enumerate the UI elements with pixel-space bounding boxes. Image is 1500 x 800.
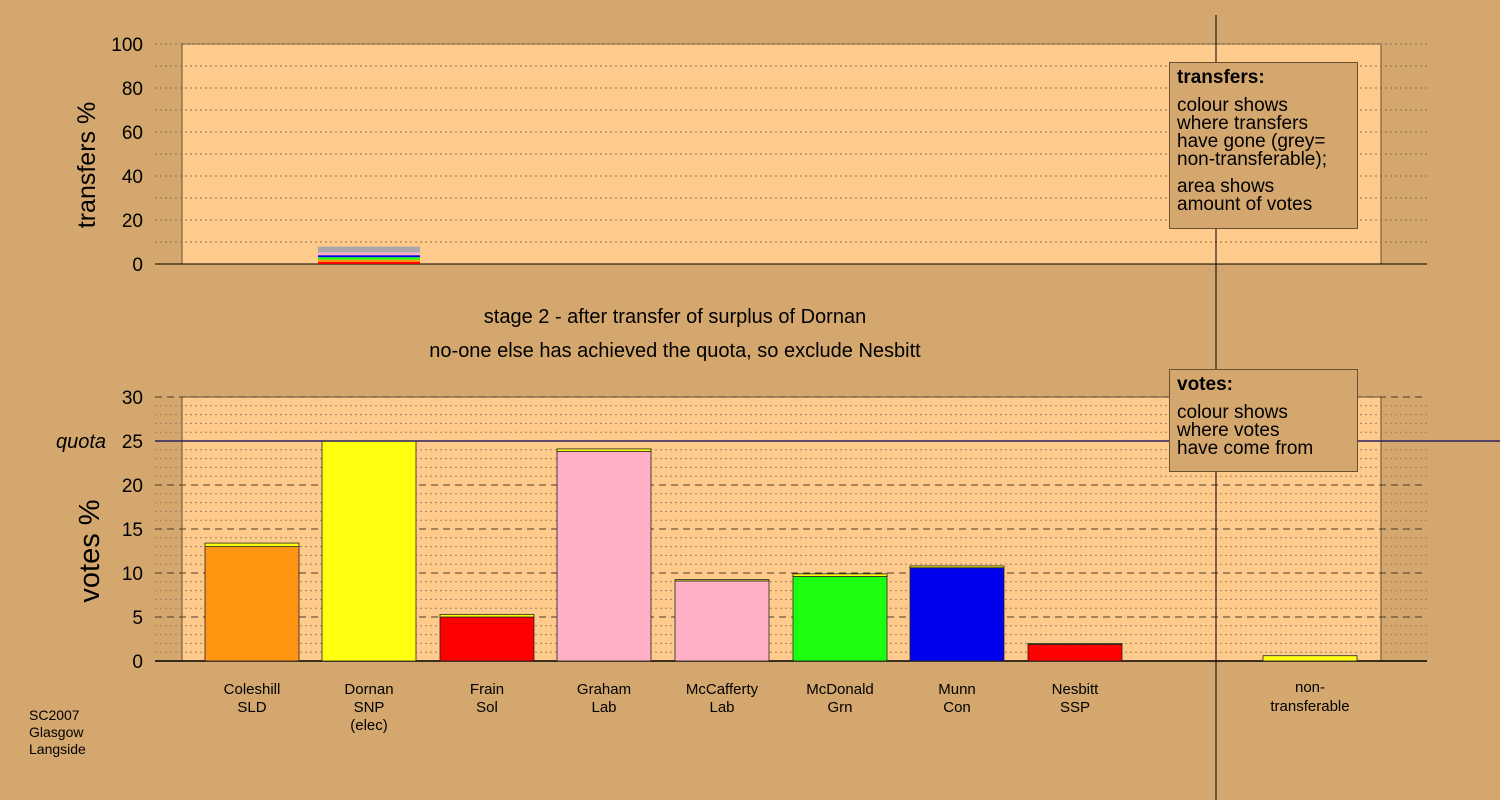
vote-bar [792, 576, 888, 662]
non-transferable-label: non- [1295, 679, 1325, 696]
candidate-party-label: Lab [709, 699, 734, 716]
transfers-tick-label: 80 [122, 79, 143, 100]
transfer-segment [318, 259, 420, 263]
votes-legend-title: votes: [1177, 374, 1233, 395]
votes-legend-line: have come from [1177, 438, 1314, 459]
transfers-legend-line: amount of votes [1177, 194, 1313, 215]
transfers-legend-line: non-transferable); [1177, 149, 1327, 170]
vote-bar [321, 440, 417, 662]
vote-bar-transfer [674, 579, 770, 582]
transfer-segment [318, 255, 420, 258]
non-transferable-bar [1262, 655, 1358, 662]
votes-legend: votes: colour shows where votes have com… [1169, 369, 1358, 472]
candidate-party-label: Grn [827, 699, 852, 716]
vote-bar [909, 567, 1005, 662]
candidate-party-label: SSP [1060, 699, 1090, 716]
footer-election: SC2007 [29, 707, 80, 723]
votes-tick-label: 30 [122, 388, 143, 409]
vote-bar [1027, 643, 1123, 662]
transfer-segment [318, 252, 420, 256]
vote-bar-transfer [1027, 643, 1123, 645]
transfers-legend-line: have gone (grey= [1177, 131, 1326, 152]
vote-bar-transfer [556, 448, 652, 452]
vote-bar-transfer [792, 573, 888, 577]
transfers-legend: transfers: colour shows where transfers … [1169, 62, 1358, 229]
votes-legend-line: colour shows [1177, 402, 1288, 423]
vote-bar-transfer [909, 565, 1005, 569]
candidate-name-label: Dornan [344, 681, 393, 698]
transfers-legend-line: where transfers [1177, 113, 1308, 134]
candidate-party-label: SLD [237, 699, 266, 716]
transfers-tick-label: 20 [122, 211, 143, 232]
candidate-name-label: Nesbitt [1052, 681, 1100, 698]
candidate-name-label: McDonald [806, 681, 874, 698]
caption-line-1: stage 2 - after transfer of surplus of D… [484, 306, 866, 328]
caption-line-2: no-one else has achieved the quota, so e… [429, 340, 921, 362]
votes-tick-label: 10 [122, 564, 143, 585]
transfers-legend-line: colour shows [1177, 95, 1288, 116]
votes-axis-label: votes % [74, 499, 106, 602]
quota-label: quota [56, 431, 106, 453]
candidate-name-label: Munn [938, 681, 976, 698]
transfers-legend-title: transfers: [1177, 67, 1265, 88]
footer-constituency: Langside [29, 741, 86, 757]
transfers-tick-label: 40 [122, 167, 143, 188]
votes-tick-label: 15 [122, 520, 143, 541]
candidate-party-label: Sol [476, 699, 498, 716]
footer-city: Glasgow [29, 724, 84, 740]
candidate-name-label: Frain [470, 681, 504, 698]
vote-bar-transfer [204, 542, 300, 548]
candidate-name-label: Coleshill [224, 681, 281, 698]
transfer-segment [318, 246, 420, 253]
constituency-footer: SC2007 Glasgow Langside [29, 707, 86, 758]
transfer-segment [318, 262, 420, 264]
candidate-party-label: Lab [591, 699, 616, 716]
vote-bar [674, 580, 770, 662]
vote-bar [439, 616, 535, 662]
transfers-axis-label: transfers % [73, 102, 101, 228]
votes-tick-label: 20 [122, 476, 143, 497]
vote-bar-transfer [439, 613, 535, 618]
non-transferable-label: transferable [1270, 698, 1349, 715]
vote-bar [556, 451, 652, 662]
candidate-party-label: SNP [354, 699, 385, 716]
transfers-tick-label: 0 [132, 255, 143, 276]
transfers-tick-label: 100 [111, 35, 143, 56]
votes-legend-line: where votes [1177, 420, 1280, 441]
transfer-segment [318, 257, 420, 260]
transfers-legend-line: area shows [1177, 176, 1275, 197]
candidate-name-label: Graham [577, 681, 631, 698]
transfers-tick-label: 60 [122, 123, 143, 144]
votes-tick-label: 25 [122, 432, 143, 453]
vote-bar [204, 546, 300, 662]
votes-tick-label: 5 [132, 608, 143, 629]
candidate-status-label: (elec) [350, 717, 388, 734]
candidate-party-label: Con [943, 699, 971, 716]
votes-tick-label: 0 [132, 652, 143, 673]
candidate-name-label: McCafferty [686, 681, 759, 698]
